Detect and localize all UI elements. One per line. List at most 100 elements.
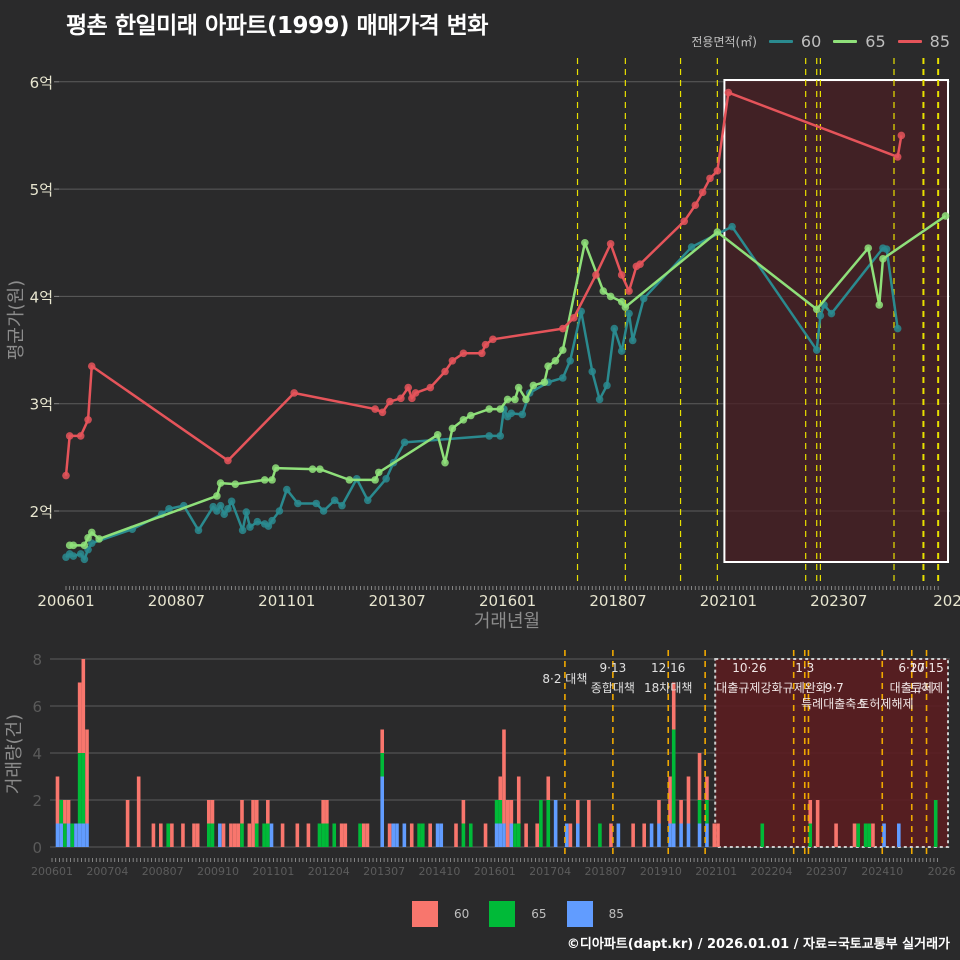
- data-point: [595, 395, 604, 404]
- data-point: [294, 499, 302, 508]
- bar-segment-60: [587, 800, 591, 847]
- bar-segment-85: [705, 823, 709, 847]
- data-point: [65, 432, 74, 440]
- bar-segment-85: [882, 823, 886, 847]
- bar-segment-85: [391, 823, 396, 847]
- bar-segment-65: [332, 823, 337, 847]
- bar-segment-85: [380, 776, 385, 847]
- data-point: [80, 555, 89, 564]
- data-point: [628, 336, 637, 345]
- data-point: [496, 432, 505, 440]
- bar-segment-60: [295, 823, 300, 847]
- bar-segment-60: [380, 729, 385, 753]
- bar-segment-60: [151, 823, 156, 847]
- data-point: [478, 349, 486, 358]
- data-point: [566, 356, 574, 365]
- bar-segment-60: [454, 823, 458, 847]
- bar-segment-85: [81, 823, 86, 847]
- bar-segment-85: [668, 823, 672, 847]
- bar-segment-85: [77, 823, 82, 847]
- bar-segment-60: [671, 682, 676, 730]
- data-point: [687, 243, 696, 251]
- bar-segment-60: [509, 800, 514, 824]
- bar-segment-65: [461, 823, 466, 847]
- data-point: [529, 381, 538, 390]
- y-tick-label: 6억: [30, 74, 53, 92]
- chart-title: 평촌 한일미래 아파트(1999) 매매가격 변화: [66, 13, 488, 39]
- bar-segment-60: [657, 800, 661, 824]
- data-point: [897, 131, 906, 140]
- bar-segment-60: [609, 823, 613, 847]
- data-point: [165, 505, 173, 513]
- bar-segment-65: [808, 823, 813, 847]
- data-point: [812, 346, 821, 354]
- data-point: [253, 517, 262, 526]
- bar-segment-60: [325, 800, 329, 824]
- legend-swatch-85: [897, 40, 922, 43]
- data-point: [411, 389, 420, 397]
- bar-segment-60: [63, 800, 67, 824]
- data-point: [76, 432, 85, 440]
- bar-segment-60: [642, 823, 646, 847]
- data-point: [404, 383, 413, 392]
- data-point: [290, 389, 298, 397]
- data-point: [330, 496, 339, 505]
- data-point: [338, 501, 346, 510]
- data-point: [581, 238, 589, 247]
- bar-segment-60: [365, 823, 370, 847]
- data-point: [95, 535, 103, 543]
- legend-swatch-65: [833, 40, 858, 43]
- data-point: [941, 212, 950, 220]
- data-point: [610, 324, 619, 333]
- bar-segment-60: [159, 823, 163, 847]
- data-point: [617, 297, 626, 306]
- bar-y-tick-label: 4: [32, 745, 42, 763]
- bar-segment-60: [55, 776, 60, 824]
- data-point: [87, 362, 96, 370]
- bar-segment-60: [192, 823, 196, 847]
- bar-segment-65: [421, 823, 425, 847]
- bar-segment-60: [575, 800, 580, 824]
- bar-x-tick-label: 2026: [928, 865, 956, 878]
- data-point: [316, 465, 324, 473]
- data-point: [69, 541, 78, 550]
- bar-segment-60: [679, 800, 683, 824]
- data-point: [459, 415, 468, 424]
- bar-x-tick-label: 202410: [861, 865, 903, 878]
- bar-segment-85: [564, 823, 569, 847]
- bar-segment-65: [254, 823, 259, 847]
- data-point: [514, 383, 523, 392]
- data-point: [559, 346, 567, 354]
- bar-segment-65: [325, 823, 329, 847]
- bar-segment-65: [760, 823, 765, 847]
- data-point: [544, 362, 552, 370]
- bar-segment-60: [206, 800, 211, 824]
- bar-segment-60: [483, 823, 488, 847]
- data-point: [827, 309, 836, 318]
- bar-segment-60: [125, 800, 130, 847]
- bar-segment-60: [871, 823, 875, 847]
- bar-segment-85: [269, 823, 274, 847]
- data-point: [503, 395, 512, 404]
- data-point: [382, 475, 390, 483]
- bar-x-tick-label: 201910: [640, 865, 682, 878]
- x-tick-label: 201807: [589, 592, 646, 610]
- bar-segment-65: [498, 800, 503, 824]
- bar-segment-85: [59, 823, 63, 847]
- data-point: [570, 314, 578, 322]
- bar-x-tick-label: 201601: [474, 865, 516, 878]
- policy-annotation: 8·2 대책: [542, 671, 587, 686]
- data-point: [363, 496, 372, 505]
- bar-segment-65: [417, 823, 421, 847]
- x-tick-label: 202307: [810, 592, 867, 610]
- data-point: [69, 552, 78, 560]
- bar-segment-60: [266, 800, 270, 824]
- bar-segment-60: [505, 800, 510, 847]
- data-point: [231, 480, 240, 488]
- bar-segment-60: [516, 776, 521, 824]
- legend-item-60: 60: [768, 32, 821, 51]
- data-point: [459, 349, 468, 358]
- bar-segment-85: [55, 823, 60, 847]
- data-point: [62, 471, 70, 480]
